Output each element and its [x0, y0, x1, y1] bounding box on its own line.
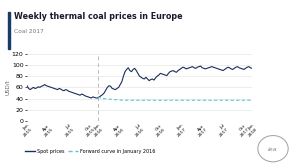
Text: Coal 2017: Coal 2017	[14, 29, 44, 34]
Legend: Spot prices, Forward curve in January 2016: Spot prices, Forward curve in January 20…	[25, 149, 155, 154]
Y-axis label: USD/t: USD/t	[5, 79, 10, 95]
Text: iea: iea	[268, 147, 278, 152]
Text: Weekly thermal coal prices in Europe: Weekly thermal coal prices in Europe	[14, 12, 183, 21]
